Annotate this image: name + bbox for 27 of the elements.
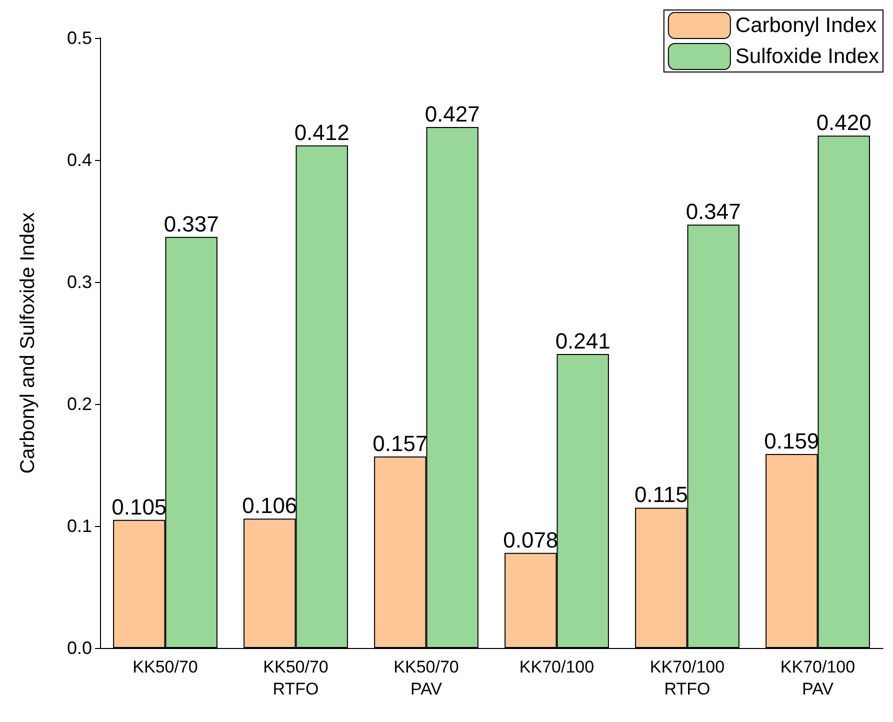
data-label: 0.420: [816, 110, 872, 136]
data-label: 0.412: [294, 120, 350, 145]
y-tick-label: 0.2: [66, 394, 92, 414]
y-tick-label: 0.1: [66, 516, 92, 536]
x-tick-label: KK70/100: [519, 658, 594, 676]
data-label: 0.106: [242, 493, 298, 518]
y-tick-label: 0.3: [66, 272, 92, 292]
legend-label: Sulfoxide Index: [735, 45, 880, 68]
x-tick-label: KK70/100 RTFO: [650, 658, 725, 698]
data-label: 0.115: [634, 482, 688, 508]
x-tick-label: KK70/100 PAV: [780, 658, 856, 698]
legend-label: Carbonyl Index: [735, 14, 878, 37]
data-label: 0.241: [555, 328, 610, 354]
data-label: 0.157: [372, 430, 428, 456]
y-axis-title: Carbonyl and Sulfoxide Index: [17, 212, 39, 474]
data-label: 0.337: [164, 211, 219, 236]
y-tick-label: 0.4: [66, 150, 92, 170]
data-label: 0.105: [112, 494, 167, 520]
x-tick-label: KK50/70: [132, 658, 198, 676]
y-tick-label: 0.0: [66, 638, 92, 658]
y-tick-label: 0.5: [66, 28, 92, 48]
data-label: 0.347: [686, 199, 741, 224]
data-label: 0.078: [503, 527, 558, 552]
data-label: 0.427: [424, 102, 480, 127]
x-tick-label: KK50/70 PAV: [394, 658, 459, 698]
x-tick-label: KK50/70 RTFO: [263, 658, 328, 698]
data-label: 0.159: [764, 428, 820, 454]
